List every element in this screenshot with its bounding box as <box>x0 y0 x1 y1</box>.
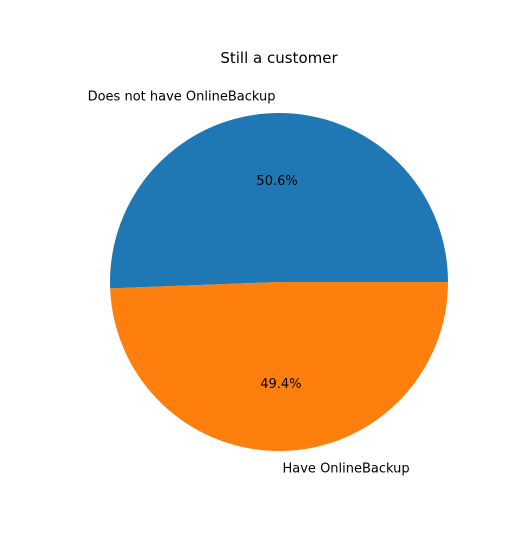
pie-percent-label-1: 50.6% <box>256 174 297 189</box>
pie-category-label-2: Have OnlineBackup <box>283 461 410 476</box>
pie-percent-label-2: 49.4% <box>260 377 301 392</box>
pie-slices <box>109 113 449 452</box>
pie-slice-1 <box>109 113 449 289</box>
chart-title: Still a customer <box>220 49 338 67</box>
pie-category-label-1: Does not have OnlineBackup <box>88 90 276 105</box>
pie-slice-2 <box>110 282 449 452</box>
pie-labels: 50.6% Does not have OnlineBackup 49.4% Have… <box>88 90 410 477</box>
